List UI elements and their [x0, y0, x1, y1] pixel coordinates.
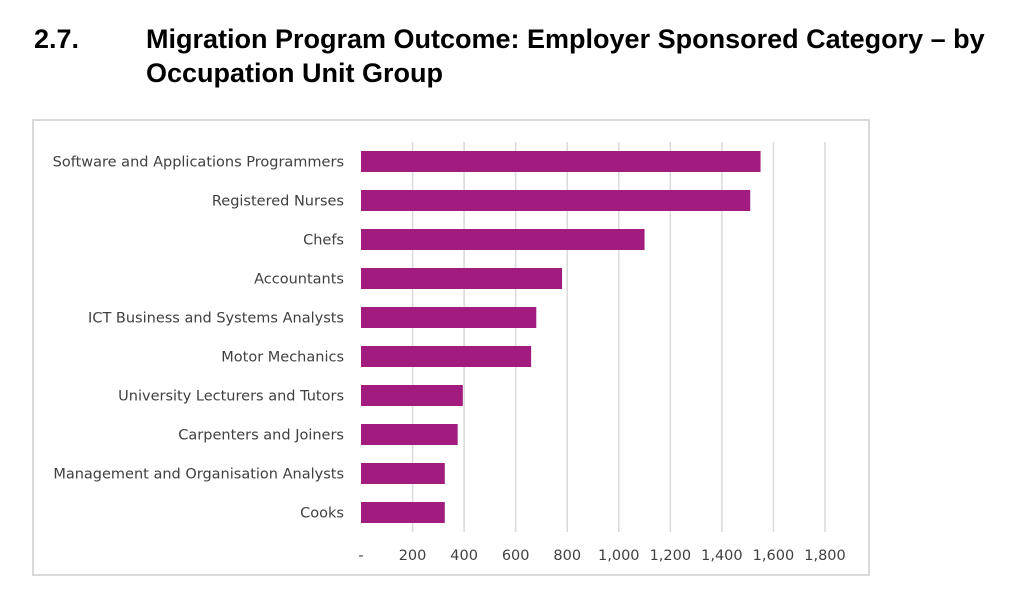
bar: [361, 268, 563, 289]
section-number: 2.7.: [34, 24, 80, 54]
category-label: Accountants: [254, 272, 344, 288]
bar: [361, 502, 445, 523]
bar: [361, 463, 445, 484]
category-label: University Lecturers and Tutors: [118, 389, 344, 405]
category-label: ICT Business and Systems Analysts: [88, 311, 344, 327]
bar: [361, 385, 463, 406]
x-tick-label: 1,200: [650, 548, 692, 564]
category-label: Cooks: [300, 506, 344, 522]
bar: [361, 229, 645, 250]
bar: [361, 151, 761, 172]
category-label: Carpenters and Joiners: [178, 428, 344, 444]
x-tick-label: 1,600: [753, 548, 795, 564]
bar: [361, 424, 458, 445]
tick-labels: - 200 400 600 800 1,000 1,200 1,400 1,600 1,800: [358, 548, 845, 564]
x-tick-label: 600: [502, 548, 530, 564]
bar: [361, 190, 751, 211]
section-title: Migration Program Outcome: Employer Spon…: [146, 24, 985, 88]
x-tick-label: 1,800: [804, 548, 846, 564]
category-labels: Software and Applications Programmers Reg…: [53, 155, 344, 522]
category-label: Motor Mechanics: [221, 350, 344, 366]
x-tick-label: 1,400: [701, 548, 743, 564]
bar: [361, 346, 532, 367]
bar: [361, 307, 537, 328]
category-label: Chefs: [303, 233, 344, 249]
x-tick-label: 400: [450, 548, 478, 564]
x-tick-label: 200: [399, 548, 427, 564]
bars: [361, 151, 761, 523]
category-label: Software and Applications Programmers: [53, 155, 344, 171]
x-tick-label: -: [358, 548, 363, 564]
category-label: Management and Organisation Analysts: [53, 467, 344, 483]
x-tick-label: 800: [553, 548, 581, 564]
x-tick-label: 1,000: [598, 548, 640, 564]
category-label: Registered Nurses: [212, 194, 344, 210]
